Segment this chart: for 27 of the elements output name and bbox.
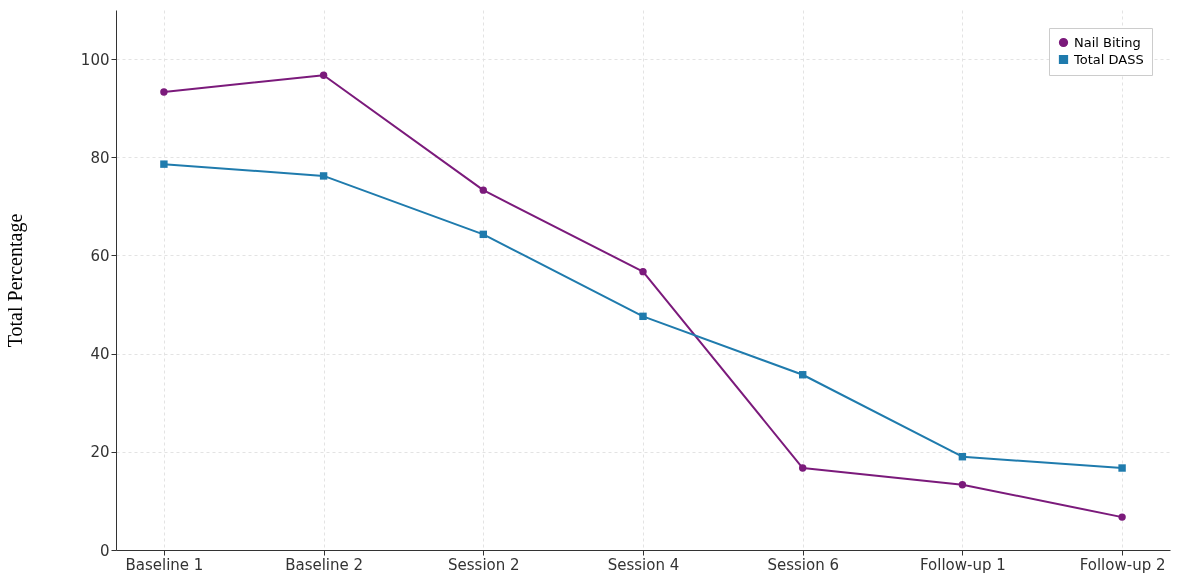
y-axis-title: Total Percentage: [3, 213, 27, 348]
y-tick-label: 0: [99, 541, 110, 560]
point: [1118, 464, 1126, 472]
x-tick-label: Follow-up 1: [919, 555, 1006, 574]
point: [160, 160, 168, 168]
point: [639, 312, 647, 321]
x-tick-label: Follow-up 2: [1079, 555, 1166, 574]
point: [319, 71, 328, 79]
y-tick-label: 80: [90, 148, 110, 167]
y-tick-label: 60: [90, 246, 110, 265]
legend-label: Total DASS: [1073, 51, 1144, 67]
x-tick-label: Baseline 1: [125, 555, 204, 574]
point: [319, 172, 328, 180]
y-tick-label: 100: [80, 50, 110, 69]
point: [798, 464, 807, 472]
y-tick-label: 40: [90, 345, 110, 364]
point: [958, 481, 967, 489]
y-tick-label: 20: [90, 443, 110, 462]
x-tick-label: Baseline 2: [285, 555, 364, 574]
point: [639, 267, 647, 276]
x-tick-label: Session 6: [767, 555, 839, 574]
legend-label: Nail Biting: [1074, 34, 1141, 50]
x-tick-label: Session 4: [607, 555, 680, 574]
point: [479, 186, 488, 194]
x-tick-label: Session 2: [448, 555, 520, 574]
point: [1118, 513, 1126, 521]
point: [160, 88, 168, 96]
